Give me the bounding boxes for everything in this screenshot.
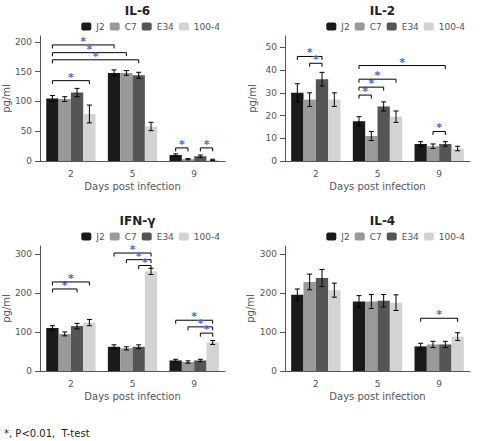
svg-text:J2: J2 (340, 232, 349, 242)
svg-text:0: 0 (26, 156, 32, 166)
svg-text:100-4: 100-4 (439, 22, 465, 32)
svg-text:100-4: 100-4 (194, 232, 220, 242)
svg-text:*: * (204, 138, 210, 151)
svg-text:*: * (93, 50, 99, 63)
svg-text:100-4: 100-4 (194, 22, 220, 32)
svg-text:100: 100 (15, 327, 32, 337)
svg-text:C7: C7 (370, 232, 382, 242)
svg-text:*: * (307, 46, 313, 59)
svg-text:2: 2 (68, 169, 74, 179)
svg-text:*: * (436, 308, 442, 321)
svg-text:20: 20 (266, 111, 278, 121)
svg-text:*: * (68, 272, 74, 285)
svg-text:*: * (191, 310, 197, 323)
svg-text:C7: C7 (370, 22, 382, 32)
svg-text:*: * (204, 323, 210, 336)
svg-text:100: 100 (15, 96, 32, 106)
svg-text:Days post infection: Days post infection (329, 181, 425, 192)
svg-text:0: 0 (26, 366, 32, 376)
svg-text:30: 30 (266, 88, 278, 98)
svg-text:J2: J2 (95, 232, 104, 242)
svg-text:*: * (436, 121, 442, 134)
svg-text:IL-6: IL-6 (125, 4, 150, 18)
svg-text:J2: J2 (340, 22, 349, 32)
svg-text:E34: E34 (402, 232, 419, 242)
svg-text:*: * (68, 71, 74, 84)
svg-text:200: 200 (260, 288, 277, 298)
svg-text:0: 0 (271, 156, 277, 166)
svg-text:50: 50 (21, 126, 33, 136)
svg-text:10: 10 (266, 133, 278, 143)
svg-text:*: * (80, 35, 86, 48)
svg-text:5: 5 (375, 169, 381, 179)
svg-text:J2: J2 (95, 22, 104, 32)
svg-text:200: 200 (15, 288, 32, 298)
svg-text:50: 50 (266, 42, 278, 52)
svg-text:*: * (179, 138, 185, 151)
svg-text:5: 5 (130, 169, 136, 179)
svg-text:*: * (130, 243, 136, 256)
svg-text:*: * (142, 256, 148, 269)
svg-text:2: 2 (313, 169, 319, 179)
svg-text:100-4: 100-4 (439, 232, 465, 242)
svg-text:pg/ml: pg/ml (1, 84, 12, 113)
svg-text:0: 0 (271, 366, 277, 376)
svg-text:150: 150 (15, 67, 32, 77)
svg-text:*: * (136, 250, 142, 263)
svg-text:pg/ml: pg/ml (247, 84, 258, 113)
svg-text:pg/ml: pg/ml (1, 294, 12, 323)
svg-text:C7: C7 (125, 232, 137, 242)
svg-text:*: * (62, 279, 68, 292)
svg-text:9: 9 (436, 169, 442, 179)
svg-text:E34: E34 (157, 232, 174, 242)
svg-text:*: * (399, 56, 405, 69)
svg-text:pg/ml: pg/ml (245, 294, 256, 323)
svg-text:9: 9 (436, 379, 442, 389)
svg-text:300: 300 (15, 249, 32, 259)
svg-text:*: * (313, 53, 319, 66)
svg-text:*: * (87, 43, 93, 56)
svg-text:300: 300 (260, 249, 277, 259)
svg-text:2: 2 (68, 379, 74, 389)
svg-text:5: 5 (375, 379, 381, 389)
svg-text:40: 40 (266, 65, 278, 75)
svg-text:Days post infection: Days post infection (84, 181, 180, 192)
svg-text:*: * (197, 317, 203, 330)
svg-text:*, P<0.01, T-test: *, P<0.01, T-test (4, 428, 90, 439)
svg-text:E34: E34 (402, 22, 419, 32)
svg-text:2: 2 (313, 379, 319, 389)
svg-text:IFN-γ: IFN-γ (120, 214, 156, 228)
svg-text:200: 200 (15, 37, 32, 47)
svg-text:IL-4: IL-4 (370, 214, 395, 228)
svg-text:IL-2: IL-2 (370, 4, 395, 18)
svg-text:5: 5 (130, 379, 136, 389)
svg-text:100: 100 (260, 327, 277, 337)
svg-text:9: 9 (191, 379, 197, 389)
svg-text:*: * (375, 69, 381, 82)
svg-text:C7: C7 (125, 22, 137, 32)
svg-text:E34: E34 (157, 22, 174, 32)
svg-text:Days post infection: Days post infection (84, 391, 180, 402)
svg-text:9: 9 (191, 169, 197, 179)
svg-text:Days post infection: Days post infection (329, 391, 425, 402)
